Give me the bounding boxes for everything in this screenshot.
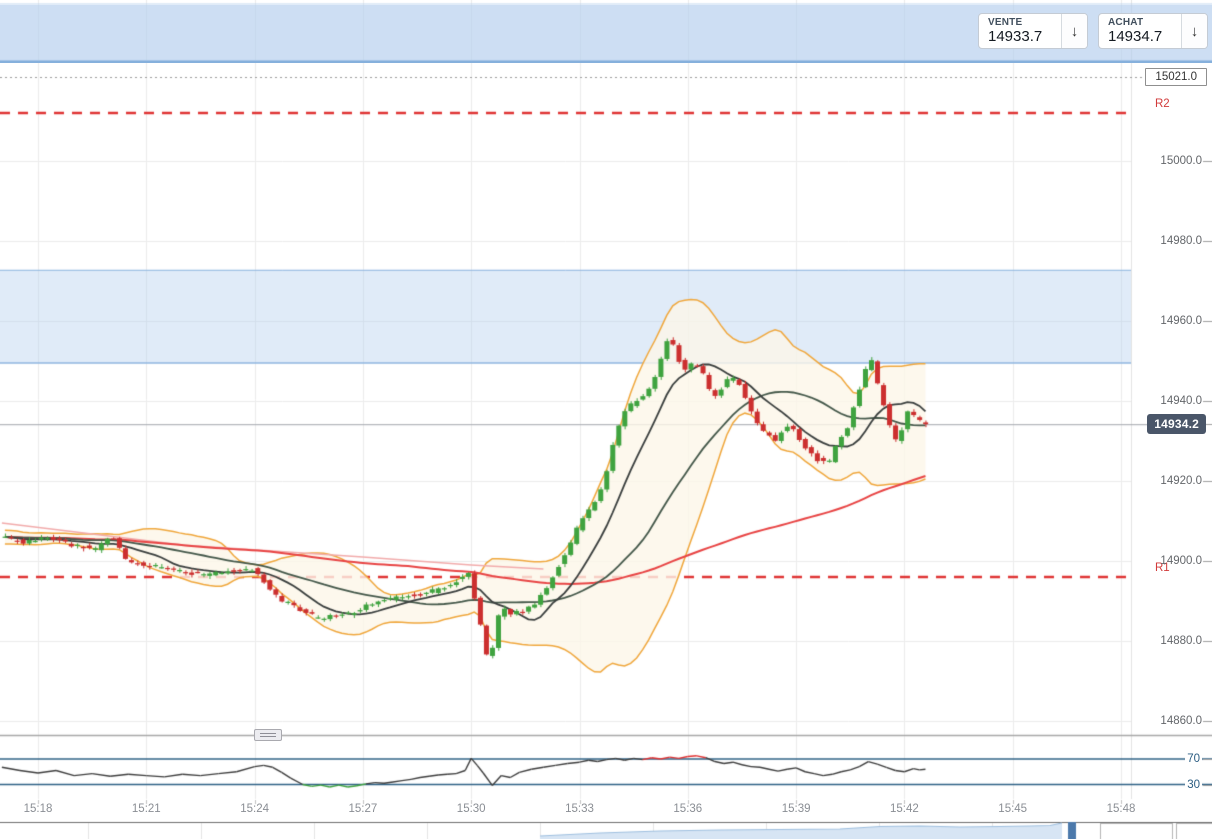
price-tick-label: 14880.0 bbox=[1160, 635, 1202, 647]
buy-trend-arrow-icon: ↓ bbox=[1181, 14, 1207, 48]
price-tick-label: 14860.0 bbox=[1160, 715, 1202, 727]
sell-button[interactable]: VENTE 14933.7 ↓ bbox=[978, 13, 1088, 49]
rsi-tick-label: 30 bbox=[1185, 778, 1202, 791]
current-price-badge: 14934.2 bbox=[1147, 414, 1206, 435]
pivot-r2-label: R2 bbox=[1155, 98, 1170, 110]
buy-label: ACHAT bbox=[1108, 17, 1144, 28]
sell-button-main: VENTE 14933.7 bbox=[979, 14, 1061, 48]
time-tick-label: 15:48 bbox=[1106, 803, 1136, 815]
buy-button[interactable]: ACHAT 14934.7 ↓ bbox=[1098, 13, 1208, 49]
time-tick-label: 15:27 bbox=[348, 803, 378, 815]
time-tick-label: 15:36 bbox=[673, 803, 703, 815]
time-tick-label: 15:24 bbox=[240, 803, 269, 815]
price-tick-label: 14900.0 bbox=[1160, 555, 1202, 567]
time-tick-label: 15:42 bbox=[890, 803, 919, 815]
price-tick-label: 14920.0 bbox=[1160, 475, 1202, 487]
price-tick-label: 14980.0 bbox=[1160, 235, 1202, 247]
time-tick-label: 15:18 bbox=[23, 803, 53, 815]
price-tick-label: 15000.0 bbox=[1160, 155, 1202, 167]
pane-resize-handle[interactable] bbox=[254, 729, 282, 741]
time-tick-label: 15:45 bbox=[998, 803, 1028, 815]
sell-label: VENTE bbox=[988, 17, 1023, 28]
rsi-tick-label: 70 bbox=[1185, 753, 1202, 765]
time-tick-label: 15:33 bbox=[565, 803, 594, 815]
price-tick-label: 14960.0 bbox=[1160, 315, 1202, 327]
buy-button-main: ACHAT 14934.7 bbox=[1099, 14, 1181, 48]
pivot-r1-label: R1 bbox=[1155, 562, 1170, 574]
time-tick-label: 15:30 bbox=[456, 803, 486, 815]
time-tick-label: 15:21 bbox=[131, 803, 161, 815]
time-tick-label: 15:39 bbox=[781, 803, 811, 815]
sell-price: 14933.7 bbox=[988, 28, 1043, 45]
order-panel: VENTE 14933.7 ↓ ACHAT 14934.7 ↓ bbox=[978, 13, 1208, 49]
price-tick-label: 14940.0 bbox=[1160, 395, 1202, 407]
buy-price: 14934.7 bbox=[1108, 28, 1163, 45]
alert-price-label[interactable]: 15021.0 bbox=[1145, 68, 1207, 86]
sell-trend-arrow-icon: ↓ bbox=[1061, 14, 1087, 48]
